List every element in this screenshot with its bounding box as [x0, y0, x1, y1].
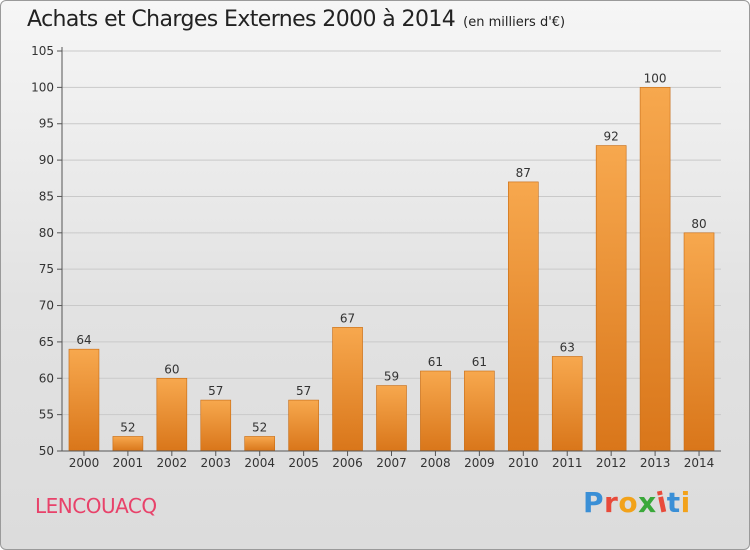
y-tick-label: 90: [39, 153, 54, 167]
bar-2006: [332, 327, 363, 452]
x-tick-label: 2012: [596, 456, 627, 470]
data-label: 61: [428, 355, 443, 369]
bar-2009: [464, 370, 495, 452]
x-tick-label: 2011: [552, 456, 583, 470]
data-label: 57: [208, 384, 223, 398]
y-tick-label: 75: [39, 262, 54, 276]
bar-2002: [156, 377, 188, 452]
logo-letter: P: [583, 486, 605, 519]
x-tick-label: 2014: [684, 456, 715, 470]
x-tick-label: 2005: [288, 456, 319, 470]
x-tick-label: 2001: [113, 456, 144, 470]
x-tick-label: 2013: [640, 456, 671, 470]
data-label: 80: [691, 217, 706, 231]
y-tick-label: 105: [31, 44, 54, 58]
data-label: 87: [516, 166, 531, 180]
bar-2014: [683, 232, 715, 452]
data-label: 57: [296, 384, 311, 398]
y-tick-label: 55: [39, 408, 54, 422]
chart-subtitle: (en milliers d'€): [463, 15, 566, 30]
bar-2005: [288, 399, 319, 452]
bar-2001: [112, 436, 144, 452]
x-tick-label: 2004: [244, 456, 275, 470]
y-tick-label: 100: [31, 80, 54, 94]
bar-2013: [639, 87, 671, 452]
x-tick-label: 2002: [157, 456, 188, 470]
data-label: 59: [384, 370, 399, 384]
axes: [57, 47, 721, 456]
x-tick-label: 2007: [376, 456, 407, 470]
logo-letter: i: [680, 486, 691, 519]
bar-2010: [507, 181, 539, 452]
y-tick-label: 50: [39, 444, 54, 458]
y-tick-label: 95: [39, 117, 54, 131]
data-label: 61: [472, 355, 487, 369]
bar-2011: [551, 356, 583, 452]
x-tick-label: 2003: [200, 456, 231, 470]
logo-letter: o: [618, 486, 639, 519]
proxiti-logo[interactable]: Proxiti: [583, 485, 691, 519]
bar-2012: [595, 145, 627, 452]
logo-letter: t: [666, 486, 681, 519]
x-tick-label: 2010: [508, 456, 539, 470]
y-tick-label: 80: [39, 226, 54, 240]
y-tick-label: 70: [39, 299, 54, 313]
y-tick-label: 65: [39, 335, 54, 349]
data-label: 92: [604, 130, 619, 144]
y-tick-label: 85: [39, 189, 54, 203]
data-label: 63: [560, 340, 575, 354]
bars: [68, 87, 715, 452]
bar-2008: [420, 370, 451, 452]
data-label: 60: [164, 362, 179, 376]
logo-letter: r: [604, 486, 619, 519]
data-label: 64: [76, 333, 91, 347]
y-tick-label: 60: [39, 371, 54, 385]
bar-2000: [68, 348, 100, 452]
chart-title: Achats et Charges Externes 2000 à 2014 (e…: [27, 7, 566, 32]
data-label: 100: [644, 71, 667, 85]
labels: 50 55 60 65 70 75 80 85 90 95 100 105 64 2000 52 2001 60…: [31, 44, 714, 470]
commune-name: LENCOUACQ: [35, 494, 157, 518]
bar-2007: [376, 385, 407, 452]
logo-letter: x: [638, 486, 657, 519]
x-tick-label: 2000: [69, 456, 100, 470]
x-tick-label: 2006: [332, 456, 363, 470]
x-tick-label: 2009: [464, 456, 495, 470]
data-label: 67: [340, 311, 355, 325]
bar-2004: [244, 436, 275, 452]
x-tick-label: 2008: [420, 456, 451, 470]
data-label: 52: [120, 420, 135, 434]
bar-2003: [200, 399, 232, 452]
data-label: 52: [252, 420, 267, 434]
